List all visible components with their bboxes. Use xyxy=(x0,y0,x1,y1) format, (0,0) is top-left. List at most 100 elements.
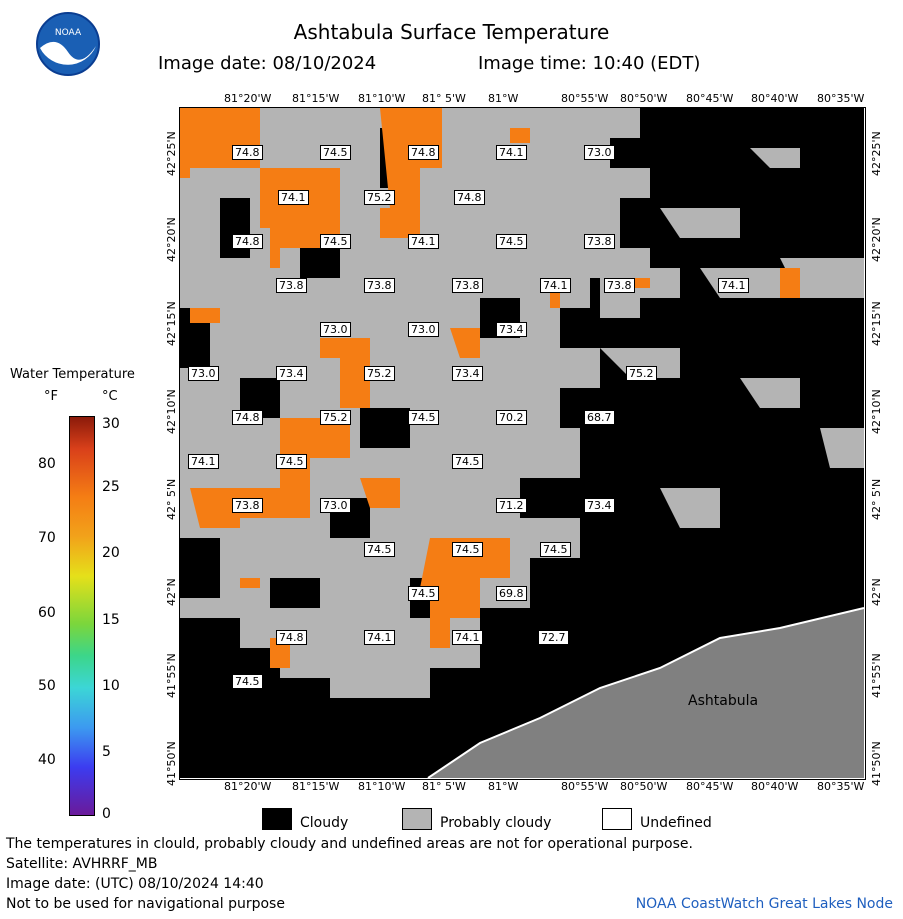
temperature-label: 74.1 xyxy=(364,630,395,645)
longitude-label: 80°45'W xyxy=(686,780,734,793)
latitude-label: 42°N xyxy=(165,578,178,606)
temperature-label: 74.1 xyxy=(718,278,749,293)
longitude-label: 80°55'W xyxy=(561,780,609,793)
temperature-label: 73.0 xyxy=(320,498,351,513)
fahrenheit-tick: 40 xyxy=(38,752,56,768)
latitude-label: 42°N xyxy=(870,578,883,606)
footer-credit: NOAA CoastWatch Great Lakes Node xyxy=(635,896,893,912)
temperature-label: 74.5 xyxy=(320,234,351,249)
temperature-map: Ashtabula 74.8 74.5 74.8 74.1 73.0 74.1 75.2 74… xyxy=(180,108,864,778)
temperature-label: 73.0 xyxy=(188,366,219,381)
noaa-logo: NOAA xyxy=(36,12,100,76)
temperature-label: 72.7 xyxy=(538,630,569,645)
fahrenheit-tick: 70 xyxy=(38,530,56,546)
celsius-tick: 5 xyxy=(102,744,111,760)
temperature-label: 73.8 xyxy=(276,278,307,293)
temperature-label: 73.8 xyxy=(232,498,263,513)
latitude-label: 42°15'N xyxy=(870,301,883,346)
temperature-label: 74.5 xyxy=(496,234,527,249)
legend-cloudy-swatch xyxy=(262,808,292,830)
place-label-ashtabula: Ashtabula xyxy=(688,693,759,709)
longitude-label: 80°40'W xyxy=(751,780,799,793)
latitude-label: 41°55'N xyxy=(870,653,883,698)
latitude-label: 42°10'N xyxy=(870,389,883,434)
legend-probably-cloudy-label: Probably cloudy xyxy=(440,815,552,831)
celsius-tick: 10 xyxy=(102,678,120,694)
latitude-label: 42°25'N xyxy=(165,131,178,176)
celsius-tick: 0 xyxy=(102,806,111,822)
temperature-label: 73.4 xyxy=(584,498,615,513)
legend-cloudy-label: Cloudy xyxy=(300,815,349,831)
temperature-label: 74.8 xyxy=(232,410,263,425)
map-canvas xyxy=(180,108,864,778)
longitude-label: 81°15'W xyxy=(292,780,340,793)
celsius-tick: 25 xyxy=(102,479,120,495)
temperature-label: 74.1 xyxy=(278,190,309,205)
longitude-label: 80°35'W xyxy=(817,92,865,105)
latitude-label: 42°15'N xyxy=(165,301,178,346)
latitude-label: 41°50'N xyxy=(165,741,178,786)
temperature-label: 74.8 xyxy=(232,145,263,160)
temperature-label: 73.8 xyxy=(604,278,635,293)
noaa-logo-text: NOAA xyxy=(55,28,82,38)
latitude-label: 42° 5'N xyxy=(165,478,178,520)
temperature-label: 73.0 xyxy=(584,145,615,160)
temperature-label: 73.8 xyxy=(364,278,395,293)
longitude-label: 81°20'W xyxy=(224,780,272,793)
latitude-label: 42°10'N xyxy=(165,389,178,434)
temperature-label: 75.2 xyxy=(364,366,395,381)
latitude-label: 41°55'N xyxy=(165,653,178,698)
temperature-label: 75.2 xyxy=(626,366,657,381)
unit-fahrenheit: °F xyxy=(44,389,58,404)
temperature-label: 75.2 xyxy=(364,190,395,205)
latitude-label: 42°20'N xyxy=(165,217,178,262)
footer-navigation-warning: Not to be used for navigational purpose xyxy=(6,896,285,912)
temperature-label: 73.4 xyxy=(496,322,527,337)
temperature-label: 74.1 xyxy=(540,278,571,293)
legend-undefined-label: Undefined xyxy=(640,815,712,831)
longitude-label: 81°W xyxy=(488,780,519,793)
temperature-label: 74.8 xyxy=(232,234,263,249)
temperature-label: 73.8 xyxy=(584,234,615,249)
longitude-label: 81°15'W xyxy=(292,92,340,105)
legend-undefined-swatch xyxy=(602,808,632,830)
temperature-label: 74.1 xyxy=(452,630,483,645)
temperature-label: 75.2 xyxy=(320,410,351,425)
latitude-label: 42°20'N xyxy=(870,217,883,262)
temperature-label: 74.5 xyxy=(364,542,395,557)
unit-celsius: °C xyxy=(102,389,118,404)
temperature-label: 74.5 xyxy=(452,542,483,557)
temperature-label: 74.5 xyxy=(276,454,307,469)
latitude-label: 42° 5'N xyxy=(870,478,883,520)
fahrenheit-tick: 60 xyxy=(38,605,56,621)
temperature-label: 74.8 xyxy=(454,190,485,205)
longitude-label: 81°10'W xyxy=(358,92,406,105)
footer-utc-date: Image date: (UTC) 08/10/2024 14:40 xyxy=(6,876,264,892)
longitude-label: 80°50'W xyxy=(620,92,668,105)
temperature-label: 70.2 xyxy=(496,410,527,425)
temperature-label: 69.8 xyxy=(496,586,527,601)
celsius-tick: 15 xyxy=(102,612,120,628)
temperature-label: 73.8 xyxy=(452,278,483,293)
longitude-label: 80°40'W xyxy=(751,92,799,105)
fahrenheit-tick: 80 xyxy=(38,456,56,472)
temperature-label: 74.1 xyxy=(408,234,439,249)
longitude-label: 80°35'W xyxy=(817,780,865,793)
temperature-label: 74.5 xyxy=(320,145,351,160)
image-time: Image time: 10:40 (EDT) xyxy=(478,53,701,74)
temperature-label: 73.4 xyxy=(452,366,483,381)
latitude-label: 41°50'N xyxy=(870,741,883,786)
longitude-label: 81°W xyxy=(488,92,519,105)
longitude-label: 81° 5'W xyxy=(422,92,466,105)
temperature-label: 74.5 xyxy=(408,586,439,601)
temperature-label: 74.8 xyxy=(408,145,439,160)
temperature-label: 74.5 xyxy=(408,410,439,425)
land-area xyxy=(428,608,864,778)
longitude-label: 81° 5'W xyxy=(422,780,466,793)
map-title: Ashtabula Surface Temperature xyxy=(293,20,610,44)
celsius-tick: 30 xyxy=(102,416,120,432)
colorbar xyxy=(69,416,95,816)
longitude-label: 81°10'W xyxy=(358,780,406,793)
temperature-label: 74.1 xyxy=(496,145,527,160)
longitude-label: 80°55'W xyxy=(561,92,609,105)
